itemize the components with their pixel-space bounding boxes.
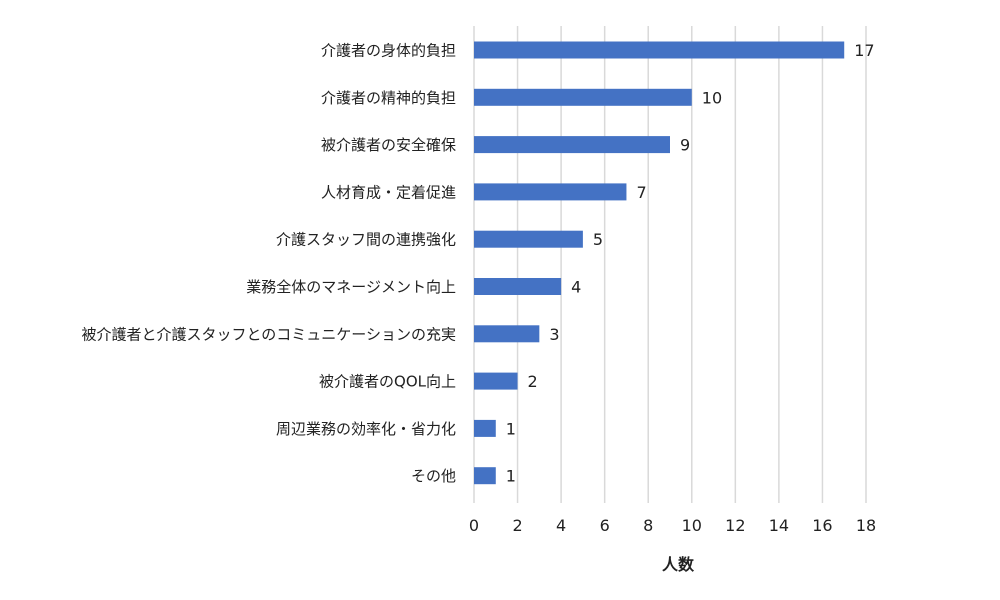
category-label: 介護スタッフ間の連携強化 <box>276 231 456 249</box>
x-tick-label: 16 <box>812 516 832 535</box>
bar <box>474 467 496 485</box>
category-label: 被介護者と介護スタッフとのコミュニケーションの充実 <box>81 325 456 343</box>
data-labels: 17 10 9 7 5 4 3 2 1 1 <box>506 41 875 486</box>
x-axis-title: 人数 <box>662 555 695 574</box>
x-tick-label: 10 <box>682 516 702 535</box>
category-label: 被介護者のQOL向上 <box>319 373 456 391</box>
data-label: 7 <box>636 183 646 202</box>
bar <box>474 372 518 390</box>
x-tick-label: 8 <box>643 516 653 535</box>
data-label: 4 <box>571 278 581 297</box>
category-label: 被介護者の安全確保 <box>321 136 456 154</box>
data-label: 1 <box>506 467 516 486</box>
category-label: 介護者の身体的負担 <box>321 42 456 60</box>
category-label: 介護者の精神的負担 <box>321 89 456 107</box>
bars <box>474 41 845 485</box>
bar <box>474 88 692 106</box>
data-label: 2 <box>528 372 538 391</box>
data-label: 3 <box>549 325 559 344</box>
category-labels: 介護者の身体的負担介護者の精神的負担被介護者の安全確保人材育成・定着促進介護スタ… <box>81 42 456 486</box>
data-label: 1 <box>506 419 516 438</box>
category-label: 周辺業務の効率化・省力化 <box>276 420 456 438</box>
x-tick-label: 6 <box>600 516 610 535</box>
x-tick-label: 18 <box>856 516 876 535</box>
data-label: 9 <box>680 136 690 155</box>
x-tick-label: 4 <box>556 516 566 535</box>
x-tick-label: 0 <box>469 516 479 535</box>
x-tick-label: 14 <box>769 516 789 535</box>
data-label: 10 <box>702 88 722 107</box>
data-label: 5 <box>593 230 603 249</box>
x-tick-label: 2 <box>512 516 522 535</box>
data-label: 17 <box>854 41 874 60</box>
x-tick-labels: 0 2 4 6 8 10 12 14 16 18 <box>469 516 876 535</box>
x-tick-label: 12 <box>725 516 745 535</box>
bar <box>474 419 496 437</box>
category-label: 人材育成・定着促進 <box>321 183 456 201</box>
category-label: その他 <box>411 467 456 485</box>
bar <box>474 183 627 201</box>
bar <box>474 278 562 295</box>
bar <box>474 230 583 248</box>
bar <box>474 325 540 343</box>
bar <box>474 136 670 154</box>
category-label: 業務全体のマネージメント向上 <box>246 278 456 296</box>
bar <box>474 41 845 59</box>
